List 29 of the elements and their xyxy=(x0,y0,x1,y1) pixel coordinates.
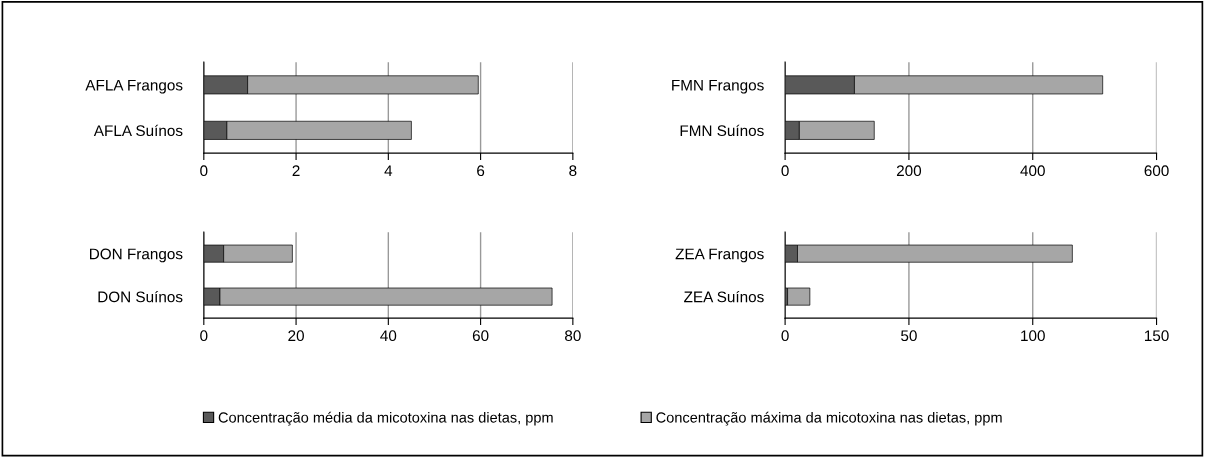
y-tick-label: AFLA Suínos xyxy=(93,124,183,137)
y-tick-label: DON Suínos xyxy=(98,290,183,303)
x-tick-label: 2 xyxy=(292,165,300,176)
x-tick-label: 0 xyxy=(781,330,789,342)
x-tick-label: 400 xyxy=(1020,165,1045,177)
x-tick-label: 80 xyxy=(565,330,581,342)
x-tick-label: 4 xyxy=(384,165,393,176)
y-tick-label: AFLA Frangos xyxy=(85,79,183,94)
x-tick-label: 0 xyxy=(200,165,208,177)
x-tick-label: 20 xyxy=(288,330,304,342)
x-tick-label: 8 xyxy=(569,165,577,177)
y-tick-label: FMN Frangos xyxy=(672,79,764,94)
x-tick-label: 0 xyxy=(200,330,208,342)
y-tick-label: ZEA Suínos xyxy=(684,290,764,303)
x-tick-label: 200 xyxy=(896,165,922,177)
x-tick-label: 0 xyxy=(781,165,789,177)
legend-label: Concentração média da micotoxina nas dietas, ppm xyxy=(218,411,553,426)
x-tick-label: 6 xyxy=(477,165,485,177)
y-tick-label: FMN Suínos xyxy=(680,124,764,137)
legend-label: Concentração máxima da micotoxina nas dietas, ppm xyxy=(656,411,1002,426)
y-tick-label: DON Frangos xyxy=(90,248,183,263)
x-tick-label: 60 xyxy=(472,330,489,342)
x-tick-label: 150 xyxy=(1144,330,1169,342)
bar xyxy=(787,287,811,306)
x-tick-label: 600 xyxy=(1144,165,1169,177)
x-tick-label: 100 xyxy=(1021,330,1045,342)
x-tick-label: 50 xyxy=(901,330,917,342)
y-tick-label: ZEA Frangos xyxy=(675,248,764,263)
x-tick-label: 40 xyxy=(380,330,397,342)
